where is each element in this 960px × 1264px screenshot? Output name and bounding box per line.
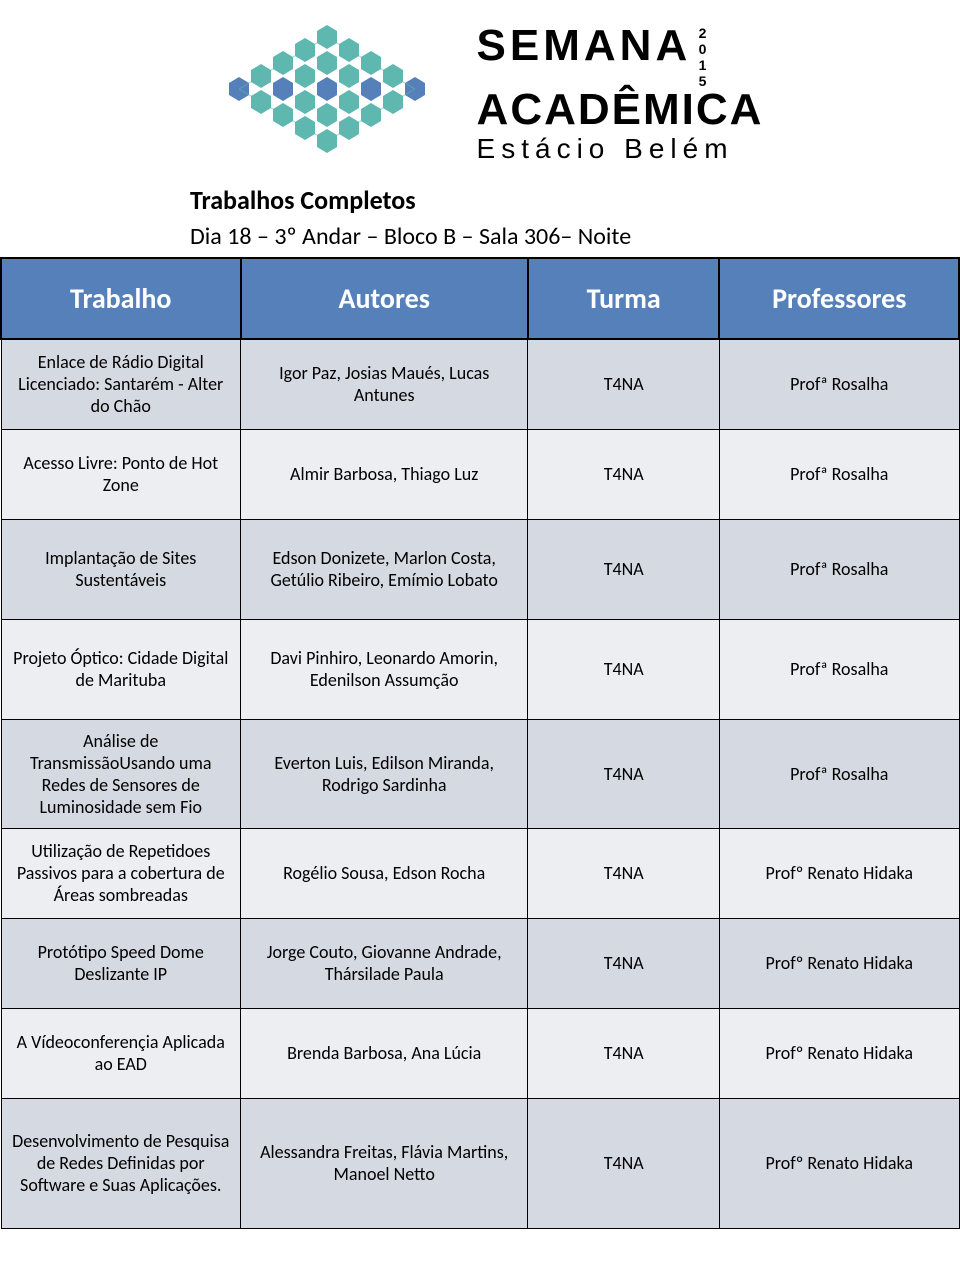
table-cell: A Vídeoconferençia Aplicada ao EAD [1,1008,241,1098]
table-cell: T4NA [528,1008,720,1098]
logo-row: SEMANA 2015 ACADÊMICA Estácio Belém [0,20,960,180]
table-row: Acesso Livre: Ponto de Hot ZoneAlmir Bar… [1,429,959,519]
table-row: Protótipo Speed Dome Deslizante IPJorge … [1,918,959,1008]
col-professores: Professores [719,258,959,339]
col-trabalho: Trabalho [1,258,241,339]
table-body: Enlace de Rádio Digital Licenciado: Sant… [1,339,959,1228]
table-cell: Everton Luis, Edilson Miranda, Rodrigo S… [241,719,528,828]
table-row: A Vídeoconferençia Aplicada ao EADBrenda… [1,1008,959,1098]
table-cell: Análise de TransmissãoUsando uma Redes d… [1,719,241,828]
table-cell: T4NA [528,1098,720,1228]
table-cell: Profª Rosalha [719,519,959,619]
table-row: Enlace de Rádio Digital Licenciado: Sant… [1,339,959,429]
table-cell: Desenvolvimento de Pesquisa de Redes Def… [1,1098,241,1228]
table-cell: Profº Renato Hidaka [719,1008,959,1098]
table-cell: Profº Renato Hidaka [719,828,959,918]
brand-sub: Estácio Belém [477,133,764,165]
table-cell: Profº Renato Hidaka [719,1098,959,1228]
table-cell: Protótipo Speed Dome Deslizante IP [1,918,241,1008]
hex-network-icon [197,20,457,170]
table-cell: Profª Rosalha [719,719,959,828]
table-cell: Jorge Couto, Giovanne Andrade, Thársilad… [241,918,528,1008]
table-cell: Profª Rosalha [719,339,959,429]
table-cell: Projeto Óptico: Cidade Digital de Maritu… [1,619,241,719]
table-cell: Igor Paz, Josias Maués, Lucas Antunes [241,339,528,429]
brand-line1: SEMANA [477,25,692,67]
document-header: SEMANA 2015 ACADÊMICA Estácio Belém Trab… [0,0,960,251]
table-cell: T4NA [528,519,720,619]
schedule-table: Trabalho Autores Turma Professores Enlac… [0,257,960,1229]
table-row: Análise de TransmissãoUsando uma Redes d… [1,719,959,828]
table-cell: Almir Barbosa, Thiago Luz [241,429,528,519]
session-info: Dia 18 – 3º Andar – Bloco B – Sala 306– … [0,222,960,251]
table-row: Desenvolvimento de Pesquisa de Redes Def… [1,1098,959,1228]
table-row: Implantação de Sites SustentáveisEdson D… [1,519,959,619]
table-header: Trabalho Autores Turma Professores [1,258,959,339]
table-row: Projeto Óptico: Cidade Digital de Maritu… [1,619,959,719]
table-cell: Enlace de Rádio Digital Licenciado: Sant… [1,339,241,429]
table-cell: Davi Pinhiro, Leonardo Amorin, Edenilson… [241,619,528,719]
table-cell: Edson Donizete, Marlon Costa, Getúlio Ri… [241,519,528,619]
table-cell: Utilização de Repetidoes Passivos para a… [1,828,241,918]
col-turma: Turma [528,258,720,339]
table-cell: T4NA [528,339,720,429]
table-cell: T4NA [528,429,720,519]
table-cell: Profª Rosalha [719,429,959,519]
table-cell: T4NA [528,619,720,719]
table-row: Utilização de Repetidoes Passivos para a… [1,828,959,918]
table-cell: Rogélio Sousa, Edson Rocha [241,828,528,918]
col-autores: Autores [241,258,528,339]
table-cell: Implantação de Sites Sustentáveis [1,519,241,619]
table-cell: Alessandra Freitas, Flávia Martins, Mano… [241,1098,528,1228]
table-cell: Brenda Barbosa, Ana Lúcia [241,1008,528,1098]
table-cell: Profª Rosalha [719,619,959,719]
table-cell: Profº Renato Hidaka [719,918,959,1008]
table-cell: T4NA [528,918,720,1008]
table-cell: T4NA [528,828,720,918]
brand-line2: ACADÊMICA [477,89,764,131]
brand-year: 2015 [695,25,708,89]
brand-block: SEMANA 2015 ACADÊMICA Estácio Belém [477,25,764,165]
table-cell: Acesso Livre: Ponto de Hot Zone [1,429,241,519]
table-cell: T4NA [528,719,720,828]
section-title: Trabalhos Completos [0,184,960,216]
